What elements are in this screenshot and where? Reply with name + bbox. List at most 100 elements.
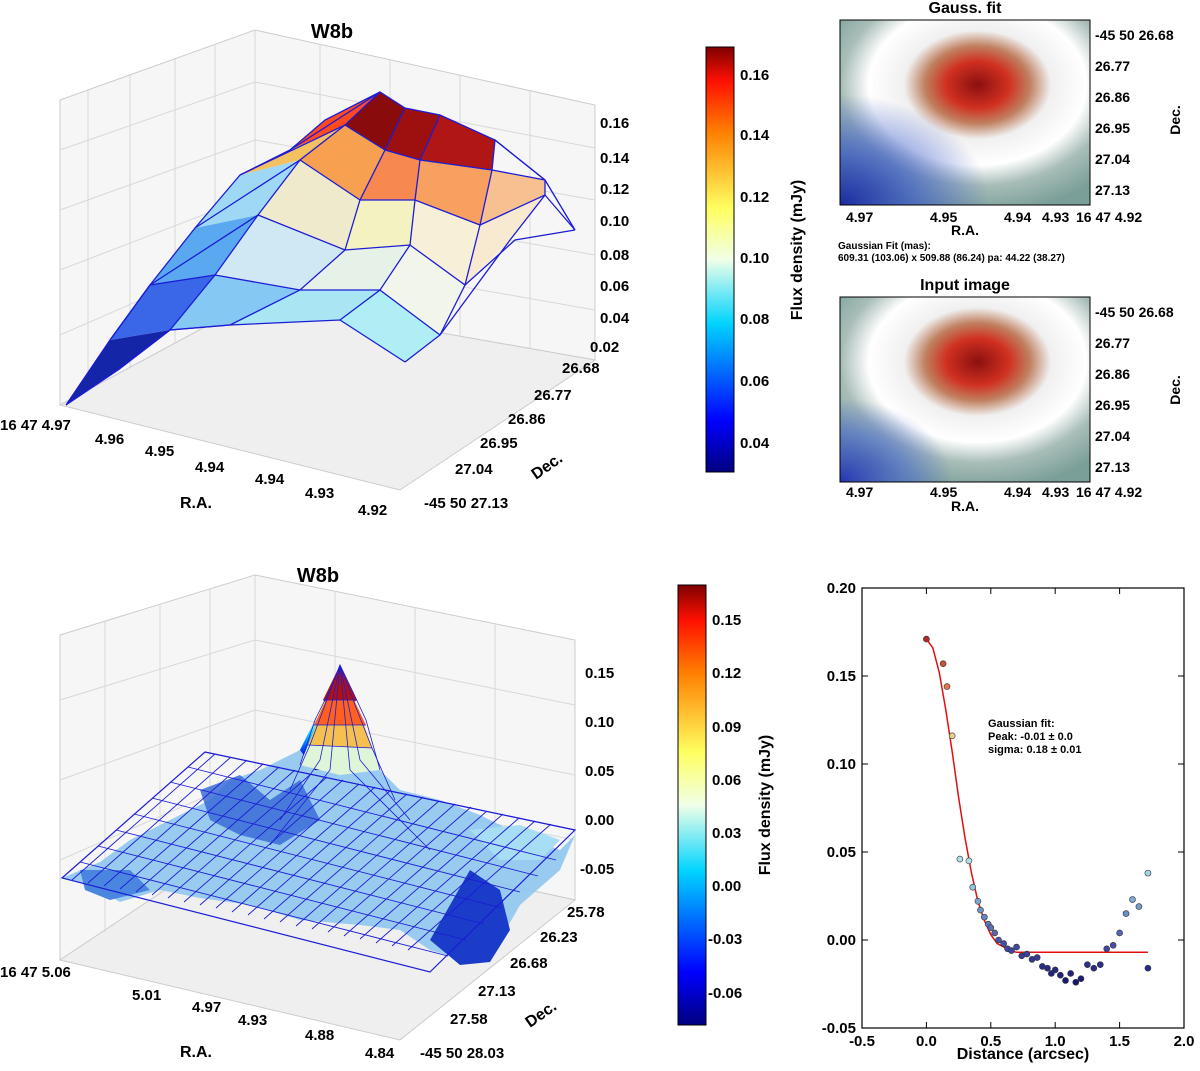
x-tick-label: 0.0 xyxy=(916,1033,937,1050)
profile-point xyxy=(956,855,964,863)
bottom-colorbar-gradient xyxy=(677,584,707,1026)
bottom-colorbar: 0.15 0.12 0.09 0.06 0.03 0.00 -0.03 -0.0… xyxy=(677,584,774,1026)
z-tick: 0.05 xyxy=(585,763,614,780)
ra-tick: 4.93 xyxy=(305,485,334,502)
profile-point xyxy=(1000,940,1007,947)
top-surface-plot: W8b xyxy=(0,21,630,519)
input-x-tick: 16 47 4.92 xyxy=(1076,484,1142,500)
cb-tick: 0.10 xyxy=(740,250,769,267)
top-dec-label: Dec. xyxy=(529,450,566,483)
profile-tick-labels: -0.5 0.0 0.5 1.0 1.5 2.0 0.20 0.15 0.10 0.05 0.00 -… xyxy=(822,580,1195,1050)
ra-tick: 4.97 xyxy=(192,999,221,1016)
dec-tick: 26.68 xyxy=(562,360,600,377)
profile-point xyxy=(977,906,984,914)
ra-tick: 16 47 4.97 xyxy=(0,417,71,434)
profile-point xyxy=(1013,943,1020,951)
top-surface-title: W8b xyxy=(311,21,353,43)
dec-tick: 26.95 xyxy=(480,435,518,452)
y-tick-label: 0.20 xyxy=(827,580,856,597)
dec-tick: -45 50 28.03 xyxy=(420,1045,504,1062)
y-tick-label: 0.10 xyxy=(827,756,856,773)
dec-tick: 27.04 xyxy=(455,461,493,478)
bottom-dec-label: Dec. xyxy=(523,998,560,1031)
ra-tick: 4.92 xyxy=(358,502,387,519)
x-tick-label: 2.0 xyxy=(1174,1033,1195,1050)
gauss-y-label: Dec. xyxy=(1167,105,1183,135)
profile-point xyxy=(1144,964,1152,972)
input-y-tick: 27.13 xyxy=(1095,459,1130,475)
ra-tick: 4.94 xyxy=(255,471,285,488)
z-tick: 0.15 xyxy=(585,665,614,682)
y-tick-label: 0.05 xyxy=(827,844,856,861)
input-y-tick: 26.95 xyxy=(1095,397,1130,413)
bottom-wire-mesh xyxy=(60,751,577,973)
bottom-dec-ticks: 25.78 26.23 26.68 27.13 27.58 -45 50 28.… xyxy=(420,904,605,1062)
z-tick: 0.10 xyxy=(585,714,614,731)
input-x-tick: 4.94 xyxy=(1004,484,1031,500)
profile-point xyxy=(939,660,947,667)
profile-point xyxy=(1033,954,1041,961)
bottom-z-ticks: 0.15 0.10 0.05 0.00 -0.05 xyxy=(580,665,614,878)
dec-tick: 27.58 xyxy=(450,1011,488,1028)
cb-tick: 0.16 xyxy=(740,67,769,84)
x-tick-label: 0.5 xyxy=(980,1033,1001,1050)
x-tick-label: 1.5 xyxy=(1109,1033,1130,1050)
gauss-y-tick: -45 50 26.68 xyxy=(1095,27,1174,43)
profile-point xyxy=(1129,896,1136,903)
input-image-title: Input image xyxy=(920,277,1010,294)
top-ra-ticks: 16 47 4.97 4.96 4.95 4.94 4.94 4.93 4.92 xyxy=(0,417,387,519)
gauss-x-tick: 16 47 4.92 xyxy=(1076,209,1142,225)
gauss-x-tick: 4.97 xyxy=(846,209,873,225)
profile-point xyxy=(965,857,973,865)
profile-point xyxy=(943,683,951,690)
fit-annotation-line: Peak: -0.01 ± 0.0 xyxy=(988,731,1073,743)
input-x-tick: 4.95 xyxy=(930,484,957,500)
z-tick: 0.02 xyxy=(590,339,619,356)
gauss-y-tick: 27.13 xyxy=(1095,182,1130,198)
input-x-tick: 4.93 xyxy=(1042,484,1069,500)
cb-tick: 0.06 xyxy=(740,373,769,390)
fit-annotation-line: Gaussian fit: xyxy=(988,718,1055,730)
input-y-tick: -45 50 26.68 xyxy=(1095,304,1174,320)
profile-point xyxy=(995,936,1002,944)
z-tick: 0.08 xyxy=(600,247,629,264)
z-tick: 0.04 xyxy=(600,310,630,327)
profile-plot-frame xyxy=(861,587,1185,1029)
ra-tick: 4.95 xyxy=(145,443,174,460)
top-ra-label: R.A. xyxy=(180,495,212,512)
input-y-tick: 26.86 xyxy=(1095,366,1130,382)
cb-tick: 0.00 xyxy=(712,878,741,895)
cb-tick: 0.14 xyxy=(740,127,770,144)
cb-tick: -0.06 xyxy=(708,985,742,1002)
profile-point xyxy=(991,929,998,937)
x-tick-label: -0.5 xyxy=(849,1033,875,1050)
cb-tick: 0.15 xyxy=(712,612,741,629)
cb-tick: 0.08 xyxy=(740,311,769,328)
profile-plot: -0.5 0.0 0.5 1.0 1.5 2.0 0.20 0.15 0.10 0.05 0.00 -… xyxy=(822,580,1195,1063)
profile-point xyxy=(1144,869,1152,877)
x-tick-label: 1.0 xyxy=(1045,1033,1066,1050)
z-tick: 0.14 xyxy=(600,150,630,167)
cb-tick: 0.04 xyxy=(740,435,770,452)
input-y-tick: 27.04 xyxy=(1095,428,1130,444)
dec-tick: 25.78 xyxy=(567,904,605,921)
top-colorbar-label: Flux density (mJy) xyxy=(789,180,806,320)
input-x-tick: 4.97 xyxy=(846,484,873,500)
profile-point xyxy=(1057,971,1064,979)
dec-tick: -45 50 27.13 xyxy=(424,495,508,512)
top-colorbar-gradient xyxy=(705,46,735,473)
gauss-fit-caption-2: 609.31 (103.06) x 509.88 (86.24) pa: 44.… xyxy=(838,253,1065,264)
gauss-fit-panel: Gauss. fit -45 50 26.68 26.77 26.86 26.9… xyxy=(838,0,1183,264)
profile-data-points xyxy=(923,635,1152,986)
gauss-y-tick: 26.95 xyxy=(1095,120,1130,136)
gauss-y-tick: 26.77 xyxy=(1095,58,1130,74)
profile-point xyxy=(948,732,956,740)
profile-point xyxy=(1122,910,1130,917)
gauss-y-tick: 26.86 xyxy=(1095,89,1130,105)
profile-point xyxy=(987,924,995,931)
gauss-x-label: R.A. xyxy=(951,222,979,238)
cb-tick: 0.12 xyxy=(740,189,769,206)
profile-point xyxy=(1116,929,1123,937)
profile-point xyxy=(974,897,982,905)
